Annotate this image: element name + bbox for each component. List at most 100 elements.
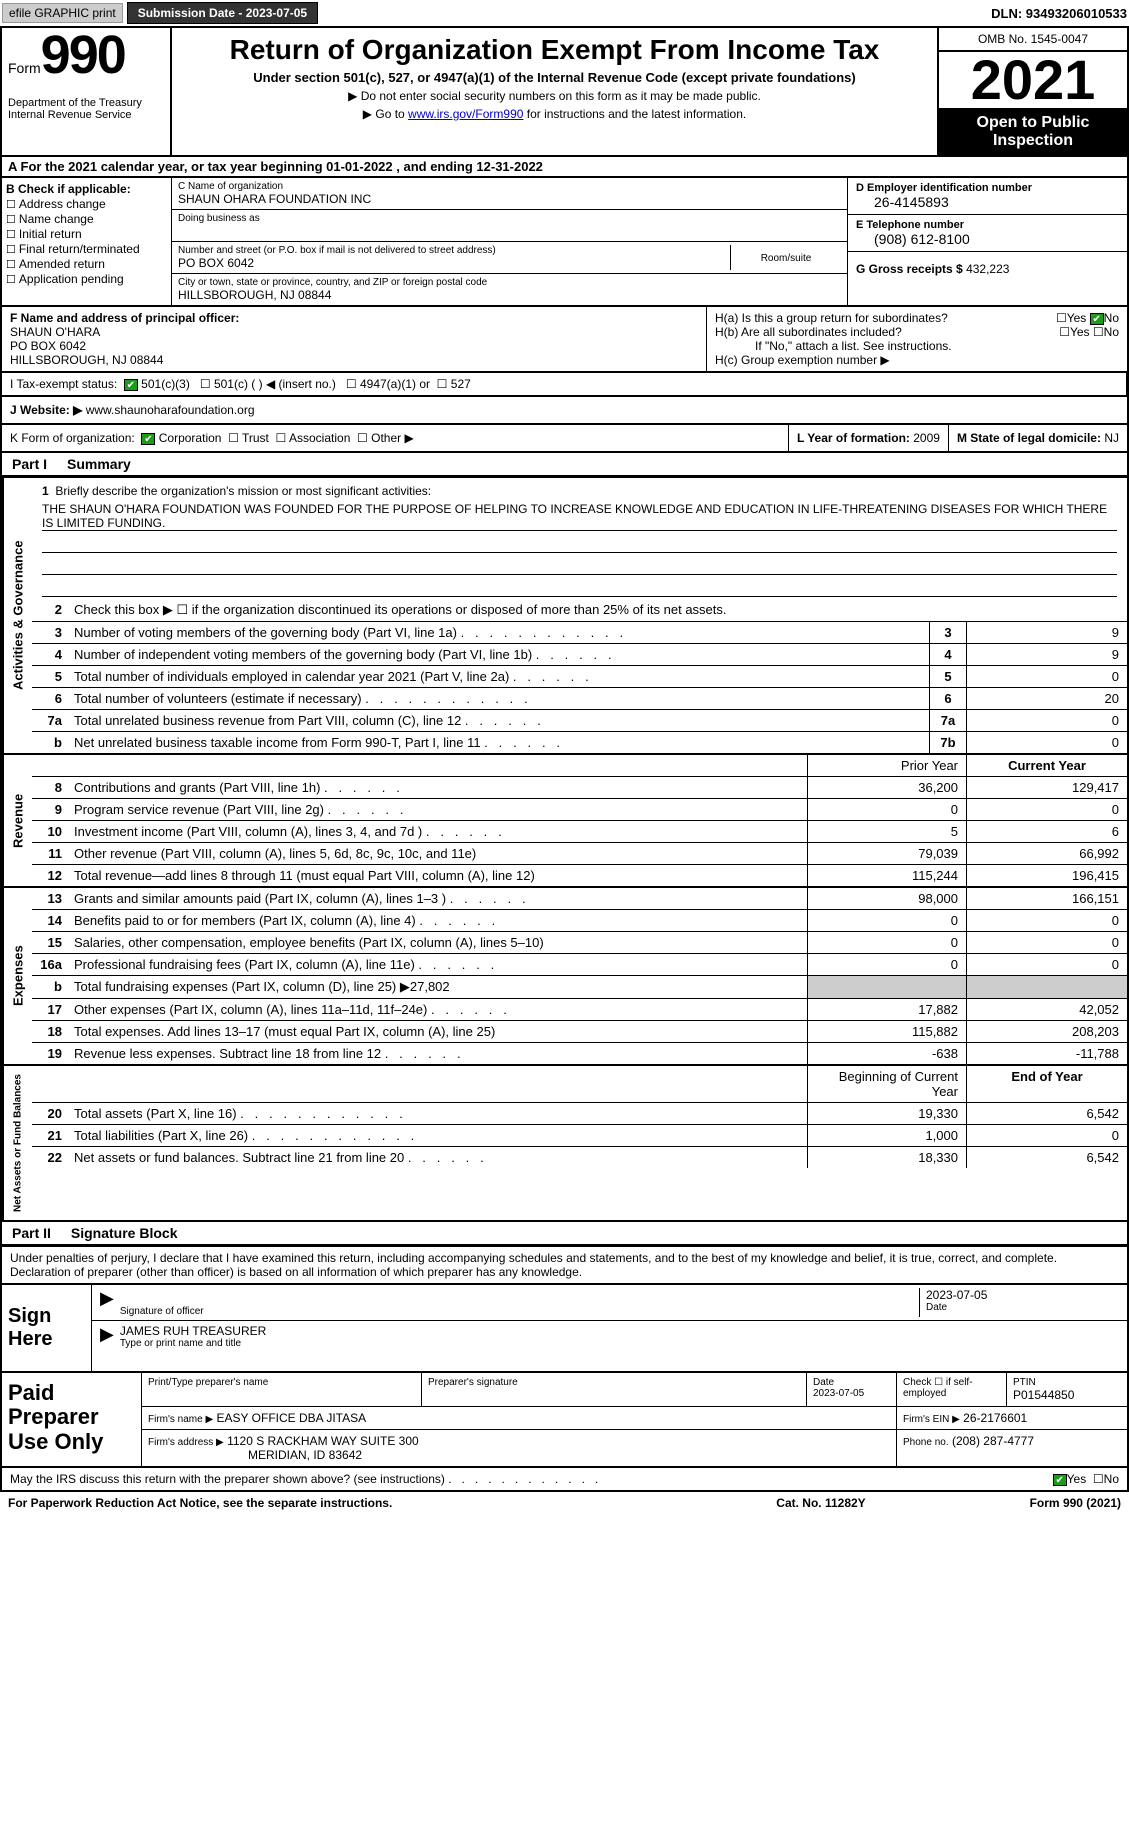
website: www.shaunoharafoundation.org	[86, 403, 255, 417]
line8: Contributions and grants (Part VIII, lin…	[70, 777, 807, 798]
officer-name-label: Type or print name and title	[120, 1338, 266, 1349]
row-a: A For the 2021 calendar year, or tax yea…	[0, 157, 1129, 178]
c-city-label: City or town, state or province, country…	[178, 277, 841, 288]
title-box: Form990 Department of the Treasury Inter…	[0, 28, 1129, 157]
hb-note: If "No," attach a list. See instructions…	[715, 339, 1119, 353]
f-officer-city: HILLSBOROUGH, NJ 08844	[10, 353, 698, 367]
discuss-yes-checked: ✔	[1053, 1474, 1067, 1486]
c-name-label: C Name of organization	[178, 181, 841, 192]
chk-application-pending[interactable]: Application pending	[6, 272, 167, 286]
col-end-year: End of Year	[967, 1066, 1127, 1102]
arrow-icon: ▶	[100, 1288, 114, 1317]
section-f-h: F Name and address of principal officer:…	[0, 307, 1129, 373]
i-501c3-checked: ✔	[124, 379, 138, 391]
chk-initial-return[interactable]: Initial return	[6, 227, 167, 241]
summary-rev: Revenue Prior YearCurrent Year 8Contribu…	[0, 755, 1129, 888]
k-corp-checked: ✔	[141, 433, 155, 445]
paid-preparer-label: Paid Preparer Use Only	[2, 1373, 142, 1466]
firm-phone: (208) 287-4777	[952, 1434, 1034, 1448]
c-room-label: Room/suite	[731, 245, 841, 270]
c-city: HILLSBOROUGH, NJ 08844	[178, 288, 841, 302]
line4: Number of independent voting members of …	[70, 644, 929, 665]
line6: Total number of volunteers (estimate if …	[70, 688, 929, 709]
row-i: I Tax-exempt status: ✔ 501(c)(3) ☐ 501(c…	[0, 373, 1129, 397]
line2: Check this box ▶ ☐ if the organization d…	[70, 599, 1127, 621]
officer-name: JAMES RUH TREASURER	[120, 1324, 266, 1338]
arrow-icon: ▶	[100, 1324, 114, 1349]
d-ein: 26-4145893	[856, 194, 1119, 210]
chk-name-change[interactable]: Name change	[6, 212, 167, 226]
line7a: Total unrelated business revenue from Pa…	[70, 710, 929, 731]
summary-ag: Activities & Governance 1 Briefly descri…	[0, 478, 1129, 755]
side-activities: Activities & Governance	[2, 478, 32, 753]
part1-hdr: Part I	[2, 453, 57, 475]
mission-text: THE SHAUN O'HARA FOUNDATION WAS FOUNDED …	[42, 502, 1117, 531]
f-officer-addr: PO BOX 6042	[10, 339, 698, 353]
sig-officer-label: Signature of officer	[120, 1306, 919, 1317]
submission-date-button[interactable]: Submission Date - 2023-07-05	[127, 2, 318, 24]
ha-row: H(a) Is this a group return for subordin…	[715, 311, 1119, 325]
open-inspection: Open to PublicInspection	[939, 108, 1127, 155]
line18: Total expenses. Add lines 13–17 (must eq…	[70, 1021, 807, 1042]
declaration: Under penalties of perjury, I declare th…	[0, 1247, 1129, 1285]
irs-label: Internal Revenue Service	[8, 109, 164, 121]
section-b-to-g: B Check if applicable: Address change Na…	[0, 178, 1129, 307]
firm-ein: 26-2176601	[963, 1411, 1027, 1425]
firm-name: EASY OFFICE DBA JITASA	[217, 1411, 367, 1425]
f-label: F Name and address of principal officer:	[10, 311, 698, 325]
l-year: 2009	[913, 431, 940, 445]
col-beginning: Beginning of Current Year	[807, 1066, 967, 1102]
sig-date-label: Date	[926, 1302, 1119, 1313]
g-receipts: 432,223	[966, 262, 1009, 276]
m-state: NJ	[1104, 431, 1119, 445]
e-phone: (908) 612-8100	[856, 231, 1119, 247]
form-subtitle: Under section 501(c), 527, or 4947(a)(1)…	[180, 70, 929, 85]
paid-preparer-block: Paid Preparer Use Only Print/Type prepar…	[0, 1373, 1129, 1468]
chk-address-change[interactable]: Address change	[6, 197, 167, 211]
sign-here-block: Sign Here ▶Signature of officer2023-07-0…	[0, 1285, 1129, 1373]
pra-notice: For Paperwork Reduction Act Notice, see …	[8, 1496, 721, 1510]
part2-hdr: Part II	[2, 1222, 61, 1244]
form-title: Return of Organization Exempt From Incom…	[180, 34, 929, 66]
form-number: 990	[41, 25, 125, 85]
dept-treasury: Department of the Treasury	[8, 97, 164, 109]
line13: Grants and similar amounts paid (Part IX…	[70, 888, 807, 909]
line15: Salaries, other compensation, employee b…	[70, 932, 807, 953]
c-addr-label: Number and street (or P.O. box if mail i…	[178, 245, 730, 256]
cat-no: Cat. No. 11282Y	[721, 1496, 921, 1510]
f-officer-name: SHAUN O'HARA	[10, 325, 698, 339]
dln-text: DLN: 93493206010533	[991, 6, 1127, 21]
firm-addr1: 1120 S RACKHAM WAY SUITE 300	[227, 1434, 419, 1448]
form-footer: Form 990 (2021)	[921, 1496, 1121, 1510]
header-bar: efile GRAPHIC print Submission Date - 20…	[0, 0, 1129, 28]
line10: Investment income (Part VIII, column (A)…	[70, 821, 807, 842]
footer: For Paperwork Reduction Act Notice, see …	[0, 1492, 1129, 1514]
e-phone-label: E Telephone number	[856, 219, 1119, 231]
irs-discuss-row: May the IRS discuss this return with the…	[0, 1468, 1129, 1492]
side-revenue: Revenue	[2, 755, 32, 886]
line9: Program service revenue (Part VIII, line…	[70, 799, 807, 820]
line3: Number of voting members of the governin…	[70, 622, 929, 643]
side-expenses: Expenses	[2, 888, 32, 1064]
irs-link[interactable]: www.irs.gov/Form990	[408, 107, 523, 121]
line11: Other revenue (Part VIII, column (A), li…	[70, 843, 807, 864]
summary-exp: Expenses 13Grants and similar amounts pa…	[0, 888, 1129, 1066]
line17: Other expenses (Part IX, column (A), lin…	[70, 999, 807, 1020]
row-j: J Website: ▶ www.shaunoharafoundation.or…	[0, 397, 1129, 425]
line20: Total assets (Part X, line 16)	[70, 1103, 807, 1124]
hc-row: H(c) Group exemption number ▶	[715, 353, 1119, 367]
ptin: P01544850	[1013, 1388, 1121, 1402]
chk-amended-return[interactable]: Amended return	[6, 257, 167, 271]
firm-addr2: MERIDIAN, ID 83642	[148, 1448, 890, 1462]
b-label: B Check if applicable:	[6, 182, 167, 196]
side-net-assets: Net Assets or Fund Balances	[2, 1066, 32, 1220]
c-addr: PO BOX 6042	[178, 256, 730, 270]
line5: Total number of individuals employed in …	[70, 666, 929, 687]
efile-button[interactable]: efile GRAPHIC print	[2, 3, 123, 23]
chk-final-return[interactable]: Final return/terminated	[6, 242, 167, 256]
row-k-l-m: K Form of organization: ✔ Corporation ☐ …	[0, 425, 1129, 453]
line16b: Total fundraising expenses (Part IX, col…	[70, 976, 807, 998]
c-dba-label: Doing business as	[178, 213, 841, 224]
col-prior-year: Prior Year	[807, 755, 967, 776]
ha-no-checked: ✔	[1090, 313, 1104, 325]
